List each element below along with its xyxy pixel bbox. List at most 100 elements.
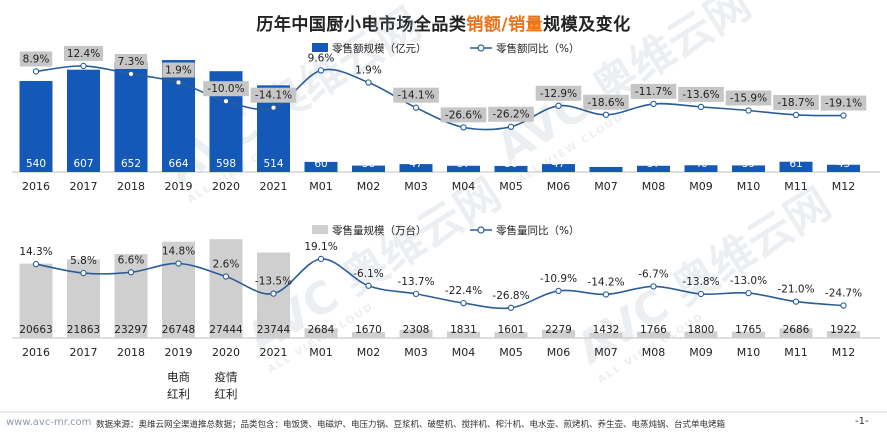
volume-x-tick-2019: 2019 xyxy=(165,346,193,359)
volume-yoy-point-2018 xyxy=(127,269,135,276)
volume-yoy-point-M11 xyxy=(792,298,800,305)
volume-yoy-point-M03 xyxy=(412,290,420,298)
volume-x-tick-2018: 2018 xyxy=(117,346,145,359)
sales-bar-label-M02: 38 xyxy=(362,158,375,170)
sales-bar-label-M07: 30 xyxy=(599,158,612,170)
sales-bar-label-M01: 60 xyxy=(314,158,327,170)
sales-bar-label-2018: 652 xyxy=(121,158,141,170)
volume-yoy-point-M02 xyxy=(365,282,372,289)
sales-yoy-label-bg-M11 xyxy=(773,94,819,110)
sales-yoy-point-2019 xyxy=(175,79,182,86)
volume-bar-label-M05: 1601 xyxy=(498,324,525,336)
title-highlight-sales-value: 销额 xyxy=(466,15,502,35)
volume-bar-M10 xyxy=(732,331,765,338)
volume-bar-2018 xyxy=(114,254,148,338)
volume-yoy-point-2016 xyxy=(32,260,40,268)
sales-bar-M02 xyxy=(352,165,385,172)
sales-bar-M10 xyxy=(732,165,765,172)
sales-yoy-point-M09 xyxy=(697,103,705,111)
sales-yoy-label-M04: -26.6% xyxy=(445,109,482,121)
volume-bar-M04 xyxy=(447,331,480,338)
sales-bar-label-2019: 664 xyxy=(168,158,188,170)
note-2020-line2: 红利 xyxy=(215,387,238,401)
volume-bar-M12 xyxy=(827,331,860,338)
sales-yoy-label-bg-M04 xyxy=(440,107,487,123)
sales-x-tick-M07: M07 xyxy=(594,180,618,193)
sales-bar-M01 xyxy=(304,161,338,172)
sales-yoy-label-bg-2021 xyxy=(250,87,297,103)
volume-x-tick-M12: M12 xyxy=(832,346,856,359)
volume-yoy-label-M03: -13.7% xyxy=(397,276,434,288)
sales-yoy-label-2017: 12.4% xyxy=(67,48,100,60)
volume-bar-2020 xyxy=(209,239,243,338)
sales-yoy-point-M02 xyxy=(365,79,372,86)
sales-yoy-point-M07 xyxy=(602,111,610,118)
volume-yoy-label-M08: -6.7% xyxy=(638,268,668,280)
sales-yoy-label-2020: -10.0% xyxy=(207,83,244,95)
volume-bar-M02 xyxy=(352,331,385,338)
sales-yoy-label-bg-M07 xyxy=(583,94,629,110)
sales-bar-label-2016: 540 xyxy=(26,158,46,170)
volume-bar-label-2021: 23744 xyxy=(257,324,291,336)
volume-bar-label-M08: 1766 xyxy=(640,324,667,336)
volume-yoy-label-2019: 14.8% xyxy=(162,246,195,258)
sales-yoy-point-M11 xyxy=(792,111,800,119)
volume-yoy-point-2021 xyxy=(270,290,277,297)
sales-yoy-point-M01 xyxy=(317,67,325,74)
sales-yoy-label-bg-M10 xyxy=(725,90,772,106)
sales-bar-label-2021: 514 xyxy=(263,158,283,170)
sales-x-tick-2018: 2018 xyxy=(117,180,145,193)
sales-bar-M05 xyxy=(494,165,528,172)
sales-bar-label-M10: 39 xyxy=(742,158,755,170)
title-suffix: 规模及变化 xyxy=(543,15,631,35)
volume-x-tick-M07: M07 xyxy=(594,346,618,359)
volume-legend-bar-label: 零售量规模（万台） xyxy=(332,224,427,237)
volume-bar-label-M04: 1831 xyxy=(450,324,477,336)
sales-yoy-point-2017 xyxy=(80,62,87,70)
sales-yoy-label-M09: -13.6% xyxy=(682,89,719,101)
volume-x-tick-M10: M10 xyxy=(737,346,761,359)
sales-x-tick-M04: M04 xyxy=(452,180,476,193)
sales-x-tick-M12: M12 xyxy=(832,180,856,193)
sales-yoy-label-bg-M09 xyxy=(678,86,724,102)
volume-bar-M03 xyxy=(399,329,433,338)
sales-bar-M12 xyxy=(827,164,860,172)
volume-x-tick-M05: M05 xyxy=(499,346,523,359)
sales-yoy-label-bg-M06 xyxy=(535,85,582,101)
volume-bar-M07 xyxy=(589,332,623,338)
volume-yoy-point-2020 xyxy=(222,273,230,280)
sales-x-tick-M08: M08 xyxy=(642,180,666,193)
sales-yoy-point-M12 xyxy=(840,112,847,119)
volume-yoy-line xyxy=(35,258,844,310)
sales-yoy-label-M12: -19.1% xyxy=(825,98,862,110)
volume-yoy-point-M05 xyxy=(507,304,515,311)
volume-yoy-label-2017: 5.8% xyxy=(70,255,97,267)
volume-x-tick-2021: 2021 xyxy=(260,346,288,359)
volume-yoy-point-M10 xyxy=(745,289,752,297)
note-2019-line2: 红利 xyxy=(167,387,190,401)
volume-legend-bar-swatch xyxy=(312,225,328,234)
volume-bar-label-M10: 1765 xyxy=(735,324,762,336)
volume-x-tick-M11: M11 xyxy=(784,346,808,359)
sales-bar-M11 xyxy=(779,161,813,172)
site-url[interactable]: www.avc-mr.com xyxy=(6,417,92,428)
volume-bar-label-M03: 2308 xyxy=(403,324,430,336)
volume-yoy-label-M07: -14.2% xyxy=(587,276,624,288)
volume-x-tick-M06: M06 xyxy=(547,346,571,359)
data-source-note: 数据来源：奥维云网全渠道推总数据；品类包含：电饭煲、电磁炉、电压力锅、豆浆机、破… xyxy=(96,420,726,430)
volume-yoy-label-M04: -22.4% xyxy=(445,285,482,297)
volume-yoy-point-M06 xyxy=(555,287,562,295)
volume-yoy-label-M06: -10.9% xyxy=(540,273,577,285)
sales-x-tick-2019: 2019 xyxy=(165,180,193,193)
volume-bar-2016 xyxy=(19,263,53,338)
sales-yoy-label-bg-2018 xyxy=(114,53,148,69)
volume-bar-label-M02: 1670 xyxy=(355,324,382,336)
sales-bar-label-M09: 40 xyxy=(694,158,707,170)
sales-x-tick-M06: M06 xyxy=(547,180,571,193)
sales-yoy-label-bg-2017 xyxy=(64,45,103,61)
volume-bar-M08 xyxy=(637,331,670,338)
sales-yoy-label-bg-2020 xyxy=(203,81,249,97)
sales-bar-M03 xyxy=(399,164,433,172)
sales-x-tick-M03: M03 xyxy=(404,180,428,193)
sales-x-tick-M09: M09 xyxy=(689,180,713,193)
